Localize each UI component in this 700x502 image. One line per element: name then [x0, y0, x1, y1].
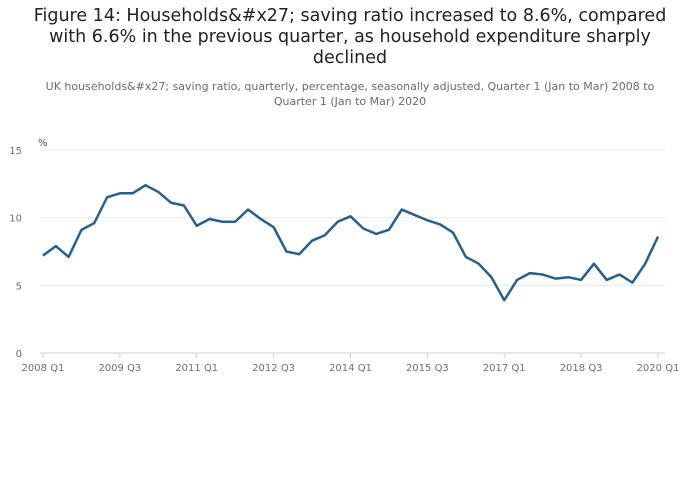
y-axis-label: %	[38, 138, 48, 149]
data-point[interactable]	[306, 235, 318, 247]
x-axis: 2008 Q1 2009 Q3 2011 Q1 2012 Q3 2014 Q1 2015 …	[22, 353, 680, 374]
data-point[interactable]	[229, 216, 241, 228]
data-point[interactable]	[447, 227, 459, 239]
data-point[interactable]	[152, 186, 164, 198]
x-tick-label: 2020 Q1	[637, 363, 680, 374]
data-point[interactable]	[293, 248, 305, 260]
data-point[interactable]	[204, 213, 216, 225]
data-point[interactable]	[345, 210, 357, 222]
data-point[interactable]	[63, 251, 75, 263]
data-point[interactable]	[383, 224, 395, 236]
data-point[interactable]	[75, 224, 87, 236]
data-point[interactable]	[255, 213, 267, 225]
data-point[interactable]	[409, 209, 421, 221]
data-point[interactable]	[652, 231, 664, 243]
y-tick-label: 10	[9, 214, 22, 225]
y-tick-label: 15	[9, 146, 22, 157]
chart-subtitle: UK households&#x27; saving ratio, quarte…	[45, 80, 655, 108]
data-point[interactable]	[50, 240, 62, 252]
data-point[interactable]	[114, 187, 126, 199]
grid	[40, 149, 665, 354]
chart-title: Figure 14: Households&#x27; saving ratio…	[33, 6, 667, 68]
x-tick-label: 2009 Q3	[98, 363, 141, 374]
data-point[interactable]	[127, 187, 139, 199]
data-point[interactable]	[434, 218, 446, 230]
x-tick-label: 2018 Q3	[560, 363, 603, 374]
data-point[interactable]	[101, 191, 113, 203]
data-point[interactable]	[216, 216, 228, 228]
data-point[interactable]	[485, 271, 497, 283]
x-tick-label: 2011 Q1	[175, 363, 218, 374]
data-point[interactable]	[562, 271, 574, 283]
data-point[interactable]	[242, 204, 254, 216]
data-point[interactable]	[575, 274, 587, 286]
data-point[interactable]	[614, 269, 626, 281]
data-point[interactable]	[537, 269, 549, 281]
data-point[interactable]	[88, 217, 100, 229]
data-point[interactable]	[639, 258, 651, 270]
data-point[interactable]	[280, 246, 292, 258]
y-axis: 0 5 10 15	[9, 146, 22, 360]
x-tick-label: 2014 Q1	[329, 363, 372, 374]
data-point[interactable]	[332, 216, 344, 228]
x-tick-label: 2008 Q1	[22, 363, 65, 374]
data-point[interactable]	[498, 294, 510, 306]
data-point[interactable]	[460, 251, 472, 263]
data-point[interactable]	[588, 258, 600, 270]
data-point[interactable]	[165, 197, 177, 209]
x-tick-label: 2015 Q3	[406, 363, 449, 374]
data-point[interactable]	[191, 220, 203, 232]
data-point[interactable]	[421, 214, 433, 226]
data-point[interactable]	[357, 222, 369, 234]
data-point[interactable]	[140, 179, 152, 191]
data-point[interactable]	[268, 221, 280, 233]
series-group	[37, 179, 664, 306]
data-point[interactable]	[524, 267, 536, 279]
x-tick-label: 2012 Q3	[252, 363, 295, 374]
x-tick-label: 2017 Q1	[483, 363, 526, 374]
data-point[interactable]	[626, 277, 638, 289]
data-point[interactable]	[511, 274, 523, 286]
series-line	[42, 183, 660, 302]
data-point[interactable]	[396, 204, 408, 216]
data-point[interactable]	[601, 274, 613, 286]
data-point[interactable]	[550, 273, 562, 285]
data-point[interactable]	[178, 199, 190, 211]
data-point[interactable]	[37, 250, 49, 262]
data-point[interactable]	[370, 228, 382, 240]
y-tick-label: 0	[16, 349, 22, 360]
data-point[interactable]	[319, 229, 331, 241]
y-tick-label: 5	[16, 281, 22, 292]
data-point[interactable]	[473, 258, 485, 270]
